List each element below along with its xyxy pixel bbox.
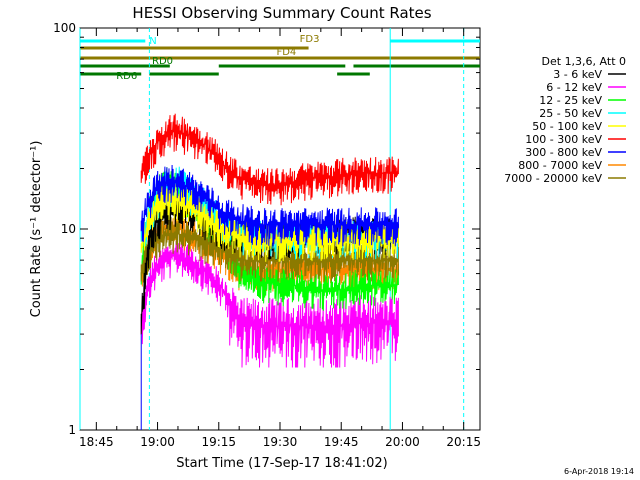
x-tick-label: 19:15 [201,435,236,449]
state-bar-fd3-label: FD3 [300,34,320,45]
legend-label-800-7000-kev: 800 - 7000 keV [518,159,602,172]
legend-label-7000-20000-kev: 7000 - 20000 keV [504,172,602,185]
x-tick-label: 19:30 [263,435,298,449]
x-tick-label: 20:15 [446,435,481,449]
x-tick-label: 20:00 [385,435,420,449]
series-lines [140,113,399,430]
y-tick-label: 1 [68,423,76,437]
axes: 18:45 19:00 19:15 19:30 19:45 20:00 20:15 1 10 10… [53,21,481,449]
y-axis-title: Count Rate (s⁻¹ detector⁻¹) [29,141,44,318]
y-tick-label: 100 [53,21,76,35]
x-tick-label: 19:45 [324,435,359,449]
legend-title: Det 1,3,6, Att 0 [542,55,626,68]
chart-title: HESSI Observing Summary Count Rates [132,4,431,22]
legend-label-6-12-kev: 6 - 12 keV [546,81,602,94]
state-bar-rd6-label: RD6 [116,71,137,82]
state-bar-fd4-label: FD4 [276,47,296,58]
state-bar-rd0-label: RD0 [152,56,173,67]
legend-label-12-25-kev: 12 - 25 keV [539,94,602,107]
x-tick-label: 19:00 [140,435,175,449]
state-bars: N FD3 FD4 RD0 RD6 [80,34,480,82]
y-tick-label: 10 [61,222,76,236]
x-axis-title: Start Time (17-Sep-17 18:41:02) [176,456,387,471]
legend-label-3-6-kev: 3 - 6 keV [553,68,602,81]
state-bar-n-label: N [149,36,156,47]
series-line-6-12-kev-kev [140,240,399,368]
legend-label-25-50-kev: 25 - 50 keV [539,107,602,120]
legend-label-100-300-kev: 100 - 300 keV [525,133,602,146]
x-tick-label: 18:45 [79,435,114,449]
footer-timestamp: 6-Apr-2018 19:14 [564,467,634,476]
legend-label-50-100-kev: 50 - 100 keV [532,120,602,133]
series-line-300-800-kev-kev [140,164,399,247]
legend-label-300-800-kev: 300 - 800 keV [525,146,602,159]
series-line-100-300-kev-kev [140,113,399,206]
